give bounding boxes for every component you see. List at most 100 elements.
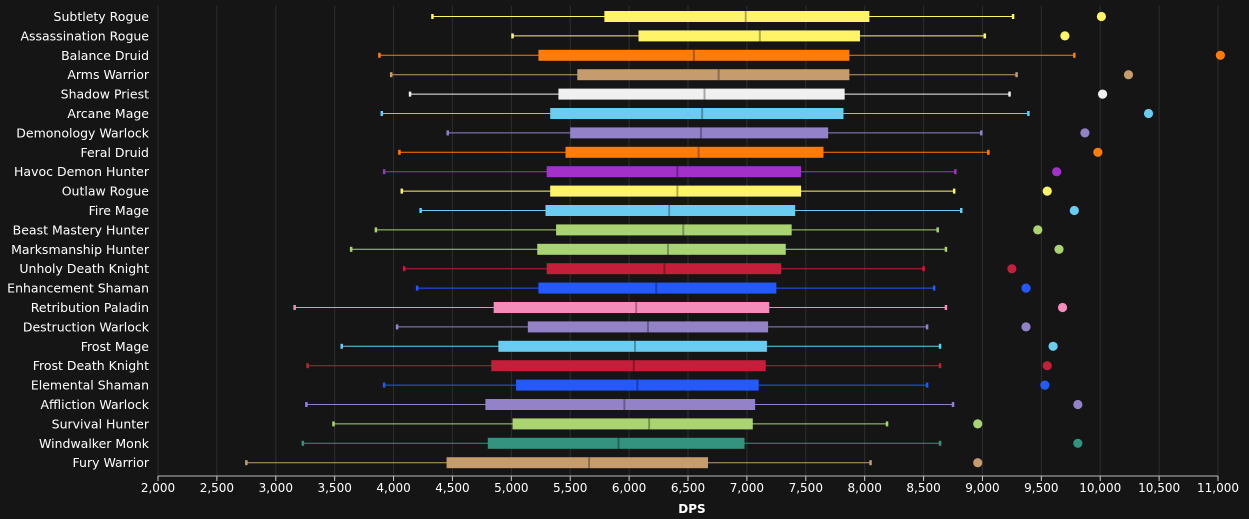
y-axis-label: Unholy Death Knight bbox=[19, 261, 149, 276]
y-axis-label: Enhancement Shaman bbox=[7, 281, 149, 296]
outlier-point bbox=[1069, 205, 1079, 216]
outlier-point bbox=[973, 458, 983, 468]
outlier-point bbox=[1057, 302, 1068, 313]
box-iqr bbox=[550, 185, 802, 197]
box-iqr bbox=[570, 127, 829, 139]
outlier-point bbox=[1060, 31, 1070, 41]
y-axis-label: Fire Mage bbox=[89, 203, 150, 218]
y-axis-label: Arcane Mage bbox=[67, 106, 149, 121]
x-tick-label: 11,000 bbox=[1197, 481, 1239, 495]
box-plot-row bbox=[374, 224, 939, 236]
box-iqr bbox=[527, 321, 769, 333]
box-iqr bbox=[538, 49, 850, 61]
y-axis-label: Affliction Warlock bbox=[41, 397, 150, 412]
y-axis-label: Fury Warrior bbox=[73, 455, 150, 470]
y-axis-label: Beast Mastery Hunter bbox=[13, 222, 150, 237]
box-iqr bbox=[546, 166, 802, 178]
y-axis-label: Windwalker Monk bbox=[39, 436, 150, 451]
outlier-point bbox=[1073, 399, 1083, 410]
box-plot-row bbox=[389, 69, 1018, 81]
box-iqr bbox=[538, 282, 777, 294]
box-plot-row bbox=[408, 88, 1011, 100]
y-axis-label: Frost Mage bbox=[81, 339, 150, 354]
outlier-point bbox=[1073, 438, 1083, 448]
outlier-point bbox=[1052, 167, 1062, 177]
y-axis-label: Destruction Warlock bbox=[23, 319, 150, 334]
x-tick-label: 7,500 bbox=[789, 481, 823, 495]
x-tick-label: 2,500 bbox=[200, 481, 234, 495]
outlier-point bbox=[1021, 322, 1031, 332]
box-plot-row bbox=[293, 302, 948, 313]
outlier-point bbox=[1097, 89, 1108, 99]
x-tick-label: 4,000 bbox=[376, 481, 410, 495]
x-tick-label: 3,000 bbox=[259, 481, 293, 495]
x-tick-label: 8,000 bbox=[847, 481, 881, 495]
box-iqr bbox=[638, 30, 860, 42]
outlier-point bbox=[1123, 70, 1134, 80]
box-iqr bbox=[487, 437, 745, 449]
box-plot-row bbox=[382, 166, 957, 178]
outlier-point bbox=[1093, 147, 1103, 157]
box-plot-row bbox=[400, 185, 956, 197]
box-iqr bbox=[556, 224, 792, 236]
x-tick-label: 8,500 bbox=[906, 481, 940, 495]
box-plot-row bbox=[380, 108, 1030, 119]
box-plot-row bbox=[306, 360, 942, 372]
x-axis-title: DPS bbox=[678, 502, 705, 516]
x-tick-label: 6,500 bbox=[671, 481, 705, 495]
box-plot-row bbox=[382, 379, 929, 391]
y-axis-labels: Subtlety Rogue Assassination Rogue Balance… bbox=[7, 9, 150, 470]
x-tick-label: 5,000 bbox=[494, 481, 528, 495]
box-iqr bbox=[565, 146, 824, 158]
box-plot-row bbox=[305, 399, 955, 410]
x-axis-ticks: 2,000 2,500 3,000 3,500 4,000 4,500 5,000 5,500… bbox=[141, 475, 1239, 495]
y-axis-label: Frost Death Knight bbox=[33, 358, 149, 373]
y-axis-label: Arms Warrior bbox=[67, 67, 150, 82]
outlier-point bbox=[1042, 361, 1052, 371]
outlier-point bbox=[1054, 244, 1064, 254]
x-tick-label: 4,500 bbox=[435, 481, 469, 495]
outlier-point bbox=[1215, 50, 1225, 60]
outlier-point bbox=[1143, 108, 1154, 119]
outlier-point bbox=[1033, 225, 1043, 235]
outlier-point bbox=[1080, 128, 1090, 138]
box-iqr bbox=[546, 263, 782, 275]
box-iqr bbox=[491, 360, 766, 372]
box-iqr bbox=[537, 243, 786, 255]
y-axis-label: Retribution Paladin bbox=[31, 300, 149, 315]
box-iqr bbox=[485, 399, 756, 410]
x-tick-label: 9,500 bbox=[1024, 481, 1058, 495]
box-plot-row bbox=[402, 263, 925, 275]
y-axis-label: Shadow Priest bbox=[61, 87, 149, 102]
y-axis-label: Demonology Warlock bbox=[16, 125, 149, 140]
box-iqr bbox=[498, 340, 767, 352]
box-series bbox=[245, 11, 1076, 469]
y-axis-label: Elemental Shaman bbox=[31, 378, 149, 393]
x-tick-label: 5,500 bbox=[553, 481, 587, 495]
y-axis-label: Feral Druid bbox=[80, 145, 149, 160]
x-tick-label: 7,000 bbox=[730, 481, 764, 495]
x-tick-label: 10,500 bbox=[1138, 481, 1180, 495]
outlier-point bbox=[1021, 283, 1031, 293]
outlier-point bbox=[973, 419, 983, 429]
y-axis-label: Balance Druid bbox=[61, 48, 149, 63]
box-plot-row bbox=[398, 146, 990, 158]
x-tick-label: 9,000 bbox=[965, 481, 999, 495]
box-plot-row bbox=[245, 457, 872, 469]
outlier-point bbox=[1048, 341, 1058, 351]
box-plot-row bbox=[340, 340, 942, 352]
box-plot-row bbox=[419, 205, 963, 216]
y-axis-label: Assassination Rogue bbox=[20, 28, 149, 43]
y-axis-label: Havoc Demon Hunter bbox=[14, 164, 150, 179]
box-iqr bbox=[516, 379, 759, 391]
outlier-points bbox=[973, 11, 1225, 468]
box-iqr bbox=[558, 88, 845, 100]
outlier-point bbox=[1007, 264, 1017, 274]
box-plot-row bbox=[332, 418, 889, 430]
outlier-point bbox=[1096, 11, 1106, 22]
x-tick-label: 3,500 bbox=[317, 481, 351, 495]
box-plot-row bbox=[511, 30, 987, 42]
grid-lines bbox=[157, 6, 1219, 476]
box-iqr bbox=[446, 457, 709, 469]
